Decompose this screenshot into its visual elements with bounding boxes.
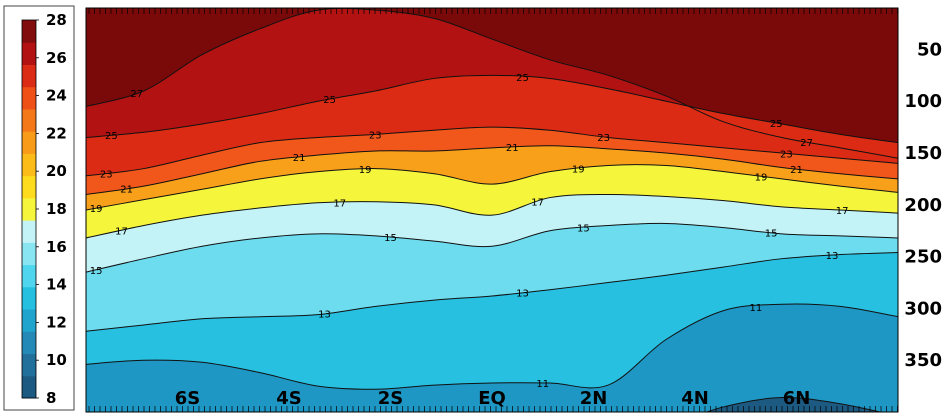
colorbar-tick-label: 28 — [46, 11, 67, 29]
contour-label: 25 — [770, 119, 783, 130]
contour-label: 21 — [293, 153, 306, 164]
contour-label: 11 — [536, 379, 549, 390]
contour-label: 19 — [90, 204, 103, 215]
y-tick-label: 250 — [904, 247, 942, 268]
contour-label: 21 — [506, 143, 519, 154]
contour-band-fill — [86, 304, 898, 412]
y-tick-label: 300 — [904, 298, 942, 319]
contour-label: 11 — [750, 303, 763, 314]
colorbar-tick-label: 14 — [46, 276, 67, 294]
y-tick-label: 100 — [904, 91, 942, 112]
plot-area: 27 27 25 25 25 25 23 23 23 23 21 21 21 21 19 19 19 19 17 17… — [85, 7, 942, 413]
colorbar-band — [22, 264, 36, 288]
colorbar-band — [22, 175, 36, 199]
x-tick-label: 6S — [175, 388, 201, 409]
contour-label: 19 — [359, 165, 372, 176]
x-tick-label: 2S — [378, 388, 404, 409]
contour-label: 27 — [800, 138, 813, 149]
contour-label: 19 — [572, 165, 585, 176]
contour-line — [86, 222, 898, 273]
colorbar-band — [22, 108, 36, 132]
colorbar-tick-label: 24 — [46, 87, 67, 105]
x-tick-label: EQ — [478, 388, 506, 409]
y-tick-label: 350 — [904, 350, 942, 371]
colorbar-band — [22, 86, 36, 110]
colorbar-tick-label: 26 — [46, 49, 67, 67]
colorbar-band — [22, 64, 36, 88]
contour-label: 17 — [115, 226, 128, 237]
contour-label: 23 — [100, 169, 113, 180]
x-tick-label: 6N — [783, 388, 811, 409]
colorbar-band — [22, 153, 36, 177]
contour-label: 23 — [369, 130, 382, 141]
contour-label: 27 — [130, 89, 143, 100]
colorbar-tick-label: 10 — [46, 351, 67, 369]
contour-line — [705, 396, 883, 412]
colorbar-tick-label: 8 — [46, 389, 56, 407]
colorbar-band — [22, 20, 36, 43]
contour-line — [86, 193, 898, 239]
contour-line — [86, 303, 898, 390]
contour-label: 13 — [318, 310, 331, 321]
y-tick-label: 150 — [904, 143, 942, 164]
contour-label: 21 — [120, 185, 133, 196]
y-tick-label: 200 — [904, 195, 942, 216]
y-tick-label: 50 — [917, 39, 942, 60]
contour-label: 25 — [105, 131, 118, 142]
colorbar-band — [22, 131, 36, 154]
colorbar-band — [22, 197, 36, 221]
contour-label: 25 — [516, 73, 529, 84]
colorbar-tick-label: 16 — [46, 238, 67, 256]
contour-label: 13 — [826, 251, 839, 262]
contour-label: 23 — [597, 133, 610, 144]
contour-label: 23 — [780, 149, 793, 160]
x-tick-label: 4S — [276, 388, 302, 409]
contour-label: 17 — [333, 198, 346, 209]
contour-label: 17 — [531, 197, 544, 208]
colorbar-tick-label: 12 — [46, 313, 67, 331]
contour-line — [86, 74, 898, 144]
contour-label: 15 — [90, 266, 103, 277]
contour-line — [86, 251, 898, 332]
contour-label: 13 — [516, 289, 529, 300]
contour-line — [86, 164, 898, 211]
contour-label: 15 — [384, 233, 397, 244]
x-tick-label: 2N — [580, 388, 608, 409]
colorbar-band — [22, 220, 36, 243]
contour-label: 17 — [836, 206, 849, 217]
colorbar-tick-label: 18 — [46, 200, 67, 218]
x-tick-label: 4N — [681, 388, 709, 409]
contour-label: 15 — [765, 229, 778, 240]
contour-label: 19 — [755, 172, 768, 183]
contour-line — [86, 8, 898, 159]
colorbar-band — [22, 353, 36, 377]
contour-label: 15 — [577, 224, 590, 235]
contour-label: 25 — [323, 95, 336, 106]
colorbar-tick-label: 20 — [46, 162, 67, 180]
colorbar-band — [22, 242, 36, 266]
colorbar-band — [22, 42, 36, 65]
colorbar-band — [22, 309, 36, 332]
contour-line — [86, 126, 898, 177]
contour-line — [86, 145, 898, 195]
colorbar-tick-label: 22 — [46, 124, 67, 142]
colorbar-band — [22, 375, 36, 399]
colorbar-band — [22, 286, 36, 310]
contour-label: 21 — [790, 165, 803, 176]
colorbar: 28 26 24 22 20 18 16 14 12 10 8 — [3, 5, 75, 411]
colorbar-band — [22, 331, 36, 355]
